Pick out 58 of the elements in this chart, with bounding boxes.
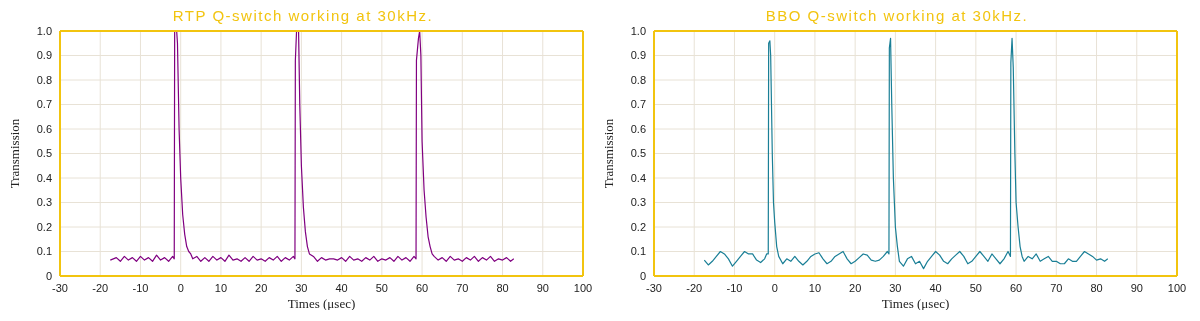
x-tick-label: 40 xyxy=(335,281,348,294)
y-axis-title: Transmission xyxy=(600,118,616,189)
y-tick-label: 0.3 xyxy=(630,196,646,209)
x-tick-label: 0 xyxy=(177,281,184,294)
x-tick-label: 30 xyxy=(295,281,308,294)
y-tick-label: 0.7 xyxy=(36,98,52,111)
y-tick-label: 0.9 xyxy=(36,49,52,62)
x-tick-label: 20 xyxy=(255,281,268,294)
y-tick-label: 0.4 xyxy=(36,171,52,184)
y-tick-label: 0 xyxy=(45,269,52,282)
x-tick-label: 10 xyxy=(808,281,822,294)
y-tick-label: 0.6 xyxy=(630,122,646,135)
x-tick-label: -30 xyxy=(646,281,662,294)
x-tick-label: 100 xyxy=(1167,281,1187,294)
x-tick-label: 60 xyxy=(1009,281,1023,294)
x-tick-label: -20 xyxy=(92,281,109,294)
x-tick-label: 50 xyxy=(375,281,388,294)
x-tick-label: 80 xyxy=(1090,281,1103,294)
y-tick-label: 0 xyxy=(639,269,646,282)
y-tick-label: 0.5 xyxy=(36,147,52,160)
chart-title: BBO Q-switch working at 30kHz. xyxy=(764,7,1030,24)
x-tick-label: -20 xyxy=(686,281,703,294)
x-axis-title: Times (μsec) xyxy=(287,296,356,311)
x-tick-label: 0 xyxy=(771,281,778,294)
x-tick-label: -30 xyxy=(52,281,68,294)
y-tick-label: 0.8 xyxy=(36,73,52,86)
y-tick-label: 0.2 xyxy=(36,220,52,233)
x-tick-label: 60 xyxy=(415,281,429,294)
x-tick-label: 70 xyxy=(456,281,469,294)
x-tick-label: 20 xyxy=(849,281,862,294)
x-tick-label: 40 xyxy=(929,281,942,294)
line-series xyxy=(703,37,1109,270)
x-tick-label: 90 xyxy=(1130,281,1143,294)
y-tick-label: 1.0 xyxy=(36,24,52,37)
y-axis-title: Transmission xyxy=(6,118,22,189)
chart-title: RTP Q-switch working at 30kHz. xyxy=(171,7,435,24)
x-tick-label: 90 xyxy=(536,281,549,294)
x-tick-label: -10 xyxy=(132,281,149,294)
y-tick-label: 0.6 xyxy=(36,122,52,135)
line-series xyxy=(109,31,515,262)
y-tick-label: 0.1 xyxy=(630,245,646,258)
y-tick-label: 1.0 xyxy=(630,24,646,37)
y-tick-label: 0.2 xyxy=(630,220,646,233)
y-tick-label: 0.9 xyxy=(630,49,646,62)
x-tick-label: 10 xyxy=(214,281,228,294)
y-tick-label: 0.8 xyxy=(630,73,646,86)
y-tick-label: 0.7 xyxy=(630,98,646,111)
x-tick-label: 100 xyxy=(573,281,593,294)
x-axis-title: Times (μsec) xyxy=(881,296,950,311)
x-tick-label: 70 xyxy=(1050,281,1063,294)
x-tick-label: -10 xyxy=(726,281,743,294)
x-tick-label: 50 xyxy=(969,281,982,294)
y-tick-label: 0.1 xyxy=(36,245,52,258)
y-tick-label: 0.3 xyxy=(36,196,52,209)
y-tick-label: 0.4 xyxy=(630,171,646,184)
x-tick-label: 80 xyxy=(496,281,509,294)
y-tick-label: 0.5 xyxy=(630,147,646,160)
x-tick-label: 30 xyxy=(889,281,902,294)
